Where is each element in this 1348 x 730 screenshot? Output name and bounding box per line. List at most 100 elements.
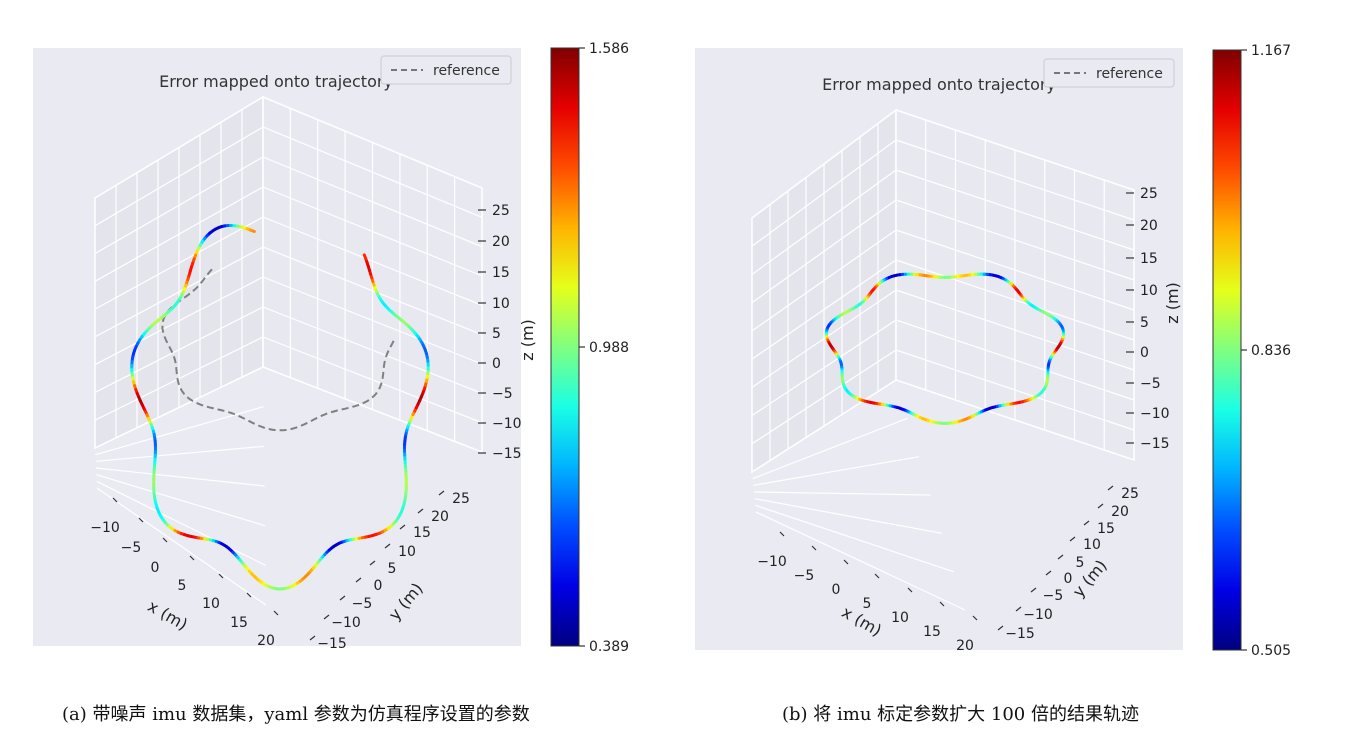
plot-area-a: Error mapped onto trajectoryreference252… xyxy=(33,41,629,655)
colorbar-label: 0.505 xyxy=(1251,643,1291,659)
x-tick-mark xyxy=(189,555,195,561)
colorbar-label: 1.167 xyxy=(1251,43,1291,59)
legend-box xyxy=(380,55,512,85)
y-tick-label: −10 xyxy=(331,615,361,631)
x-tick-mark xyxy=(972,615,978,621)
grid-line xyxy=(895,199,1135,281)
z-tick-label: −15 xyxy=(492,446,522,462)
floor-line xyxy=(755,504,954,573)
grid-line xyxy=(94,156,264,255)
grid-line xyxy=(262,216,483,306)
y-tick-label: 15 xyxy=(1097,521,1115,537)
grid-line xyxy=(94,306,264,393)
floor-line xyxy=(753,491,931,496)
legend-reference-label: reference xyxy=(433,63,500,79)
x-tick-label: 20 xyxy=(956,638,974,654)
trajectory-segment xyxy=(1056,344,1061,350)
x-tick-mark xyxy=(112,497,118,503)
z-tick-label: 20 xyxy=(492,234,510,250)
x-tick-label: 15 xyxy=(230,615,248,631)
y-tick-mark xyxy=(323,614,330,620)
caption-a: (a) 带噪声 imu 数据集，yaml 参数为仿真程序设置的参数 xyxy=(62,704,530,725)
x-tick-label: 5 xyxy=(178,578,187,594)
z-tick-label: 15 xyxy=(1140,251,1158,267)
colorbar-label: 0.836 xyxy=(1251,343,1291,359)
grid-line xyxy=(262,336,483,424)
x-tick-label: 5 xyxy=(863,596,872,612)
x-tick-mark xyxy=(273,610,279,616)
colorbar-label: 1.586 xyxy=(589,41,629,57)
grid-line xyxy=(895,349,1135,431)
y-tick-mark xyxy=(1030,587,1037,593)
x-tick-label: −5 xyxy=(794,568,815,584)
y-tick-label: 20 xyxy=(1111,504,1129,520)
z-tick-label: 15 xyxy=(492,265,510,281)
z-tick-label: 10 xyxy=(1140,283,1158,299)
z-tick-label: 20 xyxy=(1140,218,1158,234)
grid-line xyxy=(895,169,1135,251)
y-tick-label: −15 xyxy=(317,636,347,652)
y-tick-label: 25 xyxy=(1121,486,1139,502)
caption-b: (b) 将 imu 标定参数扩大 100 倍的结果轨迹 xyxy=(782,704,1139,725)
grid-line xyxy=(262,246,483,336)
z-axis-label: z (m) xyxy=(1163,282,1182,324)
y-tick-label: −5 xyxy=(1043,588,1064,604)
y-tick-mark xyxy=(369,560,376,566)
y-tick-mark xyxy=(309,635,316,641)
floor-line xyxy=(95,445,265,462)
x-tick-label: −10 xyxy=(90,520,120,536)
z-axis-label: z (m) xyxy=(518,319,537,361)
floor-line xyxy=(752,417,908,480)
y-tick-mark xyxy=(355,577,362,583)
plot-area-b: Error mapped onto trajectory reference 25 2… xyxy=(695,43,1291,659)
z-tick-label: −5 xyxy=(492,386,513,402)
x-tick-label: 0 xyxy=(832,582,841,598)
grid-line xyxy=(895,139,1135,221)
y-tick-mark xyxy=(339,595,346,601)
grid-line xyxy=(262,306,483,394)
grid-line xyxy=(751,259,897,360)
z-tick-label: 0 xyxy=(1140,345,1149,361)
grid-line xyxy=(895,259,1135,341)
x-tick-mark xyxy=(138,517,144,523)
x-tick-label: −5 xyxy=(121,540,142,556)
y-tick-mark xyxy=(399,524,406,530)
x-tick-label: 15 xyxy=(923,624,941,640)
y-tick-mark xyxy=(1057,554,1064,560)
z-tick-label: −5 xyxy=(1140,376,1161,392)
chart-title: Error mapped onto trajectory xyxy=(822,75,1056,94)
x-tick-mark xyxy=(843,559,849,565)
x-tick-label: 0 xyxy=(151,560,160,576)
grid-line xyxy=(895,319,1135,401)
grid-line xyxy=(751,199,897,304)
y-tick-mark xyxy=(997,625,1004,631)
floor-line xyxy=(96,480,266,566)
y-tick-mark xyxy=(438,490,445,496)
colorbar xyxy=(550,47,580,647)
trajectory-group xyxy=(824,272,1066,425)
y-tick-label: −15 xyxy=(1005,626,1035,642)
y-tick-label: 10 xyxy=(398,544,416,560)
colorbar xyxy=(1212,49,1242,651)
x-tick-mark xyxy=(246,592,252,598)
figure-b: Error mapped onto trajectory reference 25 2… xyxy=(674,0,1348,730)
z-tick-label: −10 xyxy=(492,416,522,432)
grid-line xyxy=(94,186,264,282)
x-tick-label: −10 xyxy=(757,554,787,570)
x-tick-mark xyxy=(874,573,880,579)
y-tick-mark xyxy=(1015,606,1022,612)
floor-line xyxy=(755,511,966,611)
z-tick-label: 25 xyxy=(1140,186,1158,202)
floor-line xyxy=(95,406,264,456)
grid-line xyxy=(262,156,483,248)
grid-line xyxy=(751,139,897,247)
trajectory-group xyxy=(130,224,430,591)
grid-line xyxy=(751,289,897,388)
x-tick-label: 10 xyxy=(891,610,909,626)
grid-line xyxy=(262,126,483,218)
grid-line xyxy=(895,229,1135,311)
z-tick-label: 10 xyxy=(492,296,510,312)
grid-line xyxy=(895,289,1135,371)
z-tick-label: −10 xyxy=(1140,406,1170,422)
grid-line xyxy=(94,246,264,338)
